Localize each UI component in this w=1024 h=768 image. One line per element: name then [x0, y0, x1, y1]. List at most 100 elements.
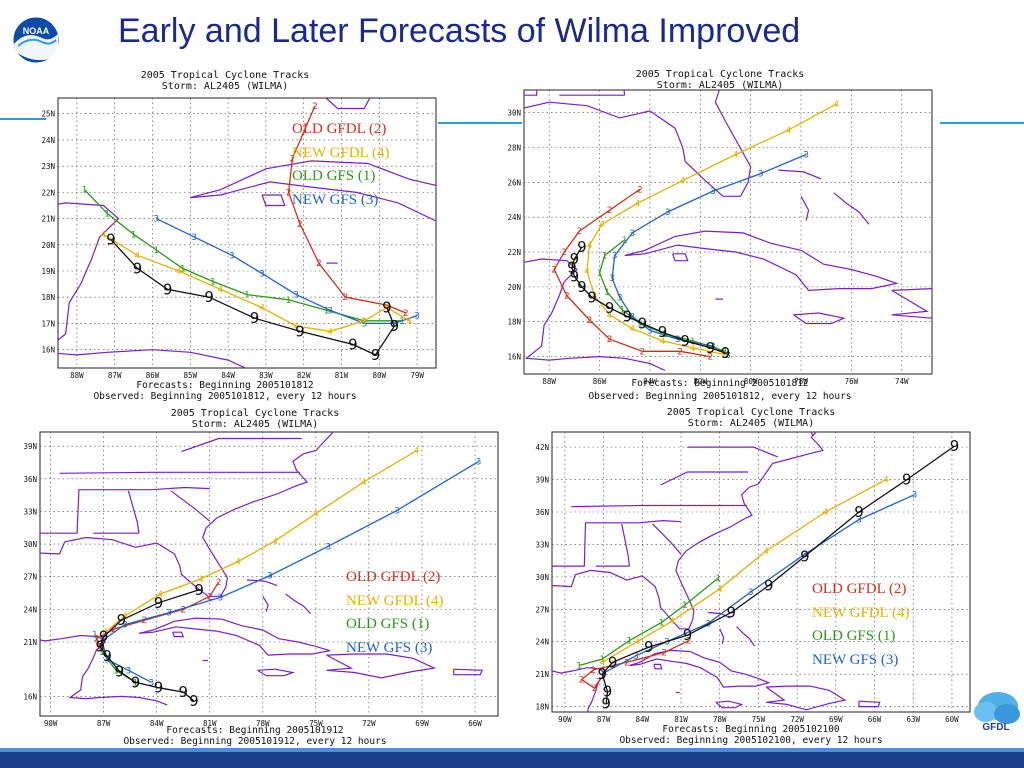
lat-tick-label: 16N [23, 692, 37, 701]
forecast-caption: Forecasts: Beginning 2005101912 [166, 725, 343, 736]
bahamas-coastline [719, 628, 725, 645]
lon-tick-label: 85W [184, 371, 198, 380]
old-gfdl-track [287, 105, 407, 314]
old-gfdl-marker: 2 [592, 684, 598, 694]
legend-map-3: OLD GFDL (2) NEW GFDL (4) OLD GFS (1) NEW G… [346, 566, 444, 660]
old-gfdl-marker: 2 [216, 578, 222, 588]
new-gfdl-marker: 4 [823, 508, 829, 518]
lon-tick-label: 84W [636, 715, 650, 724]
legend-entry: NEW GFS (3) [292, 191, 379, 208]
legend-map-4: OLD GFDL (2) NEW GFDL (4) OLD GFS (1) NEW G… [812, 578, 910, 672]
new-gfdl-marker: 4 [407, 317, 413, 327]
observed-track [571, 246, 726, 354]
forecast-map-3: 2005 Tropical Cyclone Tracks Storm: AL240… [0, 406, 510, 750]
observed-marker: 9 [371, 346, 381, 364]
old-gfs-marker: 1 [637, 319, 643, 329]
state-border [571, 504, 639, 508]
observed-marker: 9 [706, 339, 716, 357]
cuba-coastline [190, 160, 436, 222]
new-gfdl-track [103, 233, 410, 332]
lon-tick-label: 81W [203, 719, 217, 728]
new-gfs-marker: 3 [126, 666, 132, 676]
new-gfs-marker: 3 [617, 293, 623, 303]
isle-of-youth-coastline [172, 631, 185, 638]
us-east-coastline [524, 90, 752, 197]
old-gfs-marker: 1 [324, 306, 330, 316]
observed-marker: 9 [117, 611, 127, 629]
gfdl-logo: GFDL [971, 686, 1021, 733]
lat-tick-label: 22N [507, 248, 521, 257]
lat-tick-label: 18N [41, 293, 55, 302]
new-gfdl-marker: 4 [717, 585, 723, 595]
old-gfs-marker: 1 [723, 347, 729, 357]
observed-marker: 9 [570, 267, 580, 285]
new-gfs-marker: 3 [612, 252, 618, 262]
old-gfdl-marker: 2 [637, 185, 643, 195]
lat-tick-label: 30N [535, 573, 549, 582]
new-gfdl-marker: 4 [135, 251, 141, 261]
observed-caption: Observed: Beginning 2005101812, every 12… [93, 391, 356, 402]
yucatan-coastline [524, 258, 666, 372]
old-gfs-track [578, 577, 719, 667]
state-border [170, 490, 211, 522]
observed-marker: 9 [608, 653, 618, 671]
old-gfs-marker: 1 [361, 317, 367, 327]
old-gfdl-marker: 2 [590, 666, 596, 676]
new-gfdl-marker: 4 [690, 344, 696, 354]
bahamas-coastline [778, 169, 822, 180]
new-gfdl-marker: 4 [259, 304, 265, 314]
observed-marker: 9 [106, 231, 116, 249]
noaa-logo: NOAA [12, 16, 60, 64]
new-gfdl-marker: 4 [313, 510, 319, 520]
old-gfs-marker: 1 [286, 296, 292, 306]
new-gfs-marker: 3 [293, 291, 299, 301]
bahamas-coastline [285, 593, 312, 615]
new-gfs-marker: 3 [601, 669, 607, 679]
lat-tick-label: 22N [41, 188, 55, 197]
hispaniola-coastline [891, 288, 932, 319]
state-border [127, 490, 140, 534]
old-gfs-marker: 1 [113, 666, 119, 676]
lon-tick-label: 76W [845, 377, 859, 386]
new-gfdl-marker: 4 [733, 150, 739, 160]
new-gfs-marker: 3 [710, 187, 716, 197]
observed-marker: 9 [603, 682, 613, 700]
lat-tick-label: 39N [535, 476, 549, 485]
old-gfs-marker: 1 [682, 601, 688, 611]
new-gfdl-marker: 4 [833, 100, 839, 110]
old-gfs-marker: 1 [599, 655, 605, 665]
old-gfs-marker: 1 [180, 264, 186, 274]
map-title: 2005 Tropical Cyclone Tracks [141, 70, 310, 81]
old-gfdl-marker: 2 [686, 637, 692, 647]
old-gfdl-marker: 2 [607, 206, 613, 216]
old-gfs-marker: 1 [82, 186, 88, 196]
old-gfdl-marker: 2 [677, 347, 683, 357]
lon-tick-label: 80W [744, 377, 758, 386]
bahamas-coastline [736, 626, 755, 647]
hispaniola-coastline [326, 653, 437, 679]
old-gfs-marker: 1 [619, 306, 625, 316]
legend-entry: NEW GFDL (4) [292, 144, 390, 161]
old-gfdl-marker: 2 [403, 309, 409, 319]
observed-marker: 9 [348, 335, 358, 353]
new-gfs-marker: 3 [647, 326, 653, 336]
observed-marker: 9 [154, 594, 164, 612]
observed-marker: 9 [658, 323, 668, 341]
observed-marker: 9 [598, 665, 608, 683]
state-border [40, 486, 210, 534]
new-gfs-marker: 3 [122, 621, 128, 631]
observed-marker: 9 [644, 638, 654, 656]
state-border [59, 471, 152, 474]
bahamas-coastline [421, 69, 450, 82]
old-gfdl-marker: 2 [384, 301, 390, 311]
observed-marker: 9 [902, 471, 912, 489]
lat-tick-label: 36N [535, 508, 549, 517]
new-gfs-marker: 3 [153, 215, 159, 225]
new-gfdl-marker: 4 [414, 446, 420, 456]
old-gfs-marker: 1 [604, 288, 610, 298]
new-gfdl-marker: 4 [198, 575, 204, 585]
yucatan-coastline [58, 202, 247, 368]
lat-tick-label: 24N [507, 213, 521, 222]
observed-track [601, 445, 955, 704]
